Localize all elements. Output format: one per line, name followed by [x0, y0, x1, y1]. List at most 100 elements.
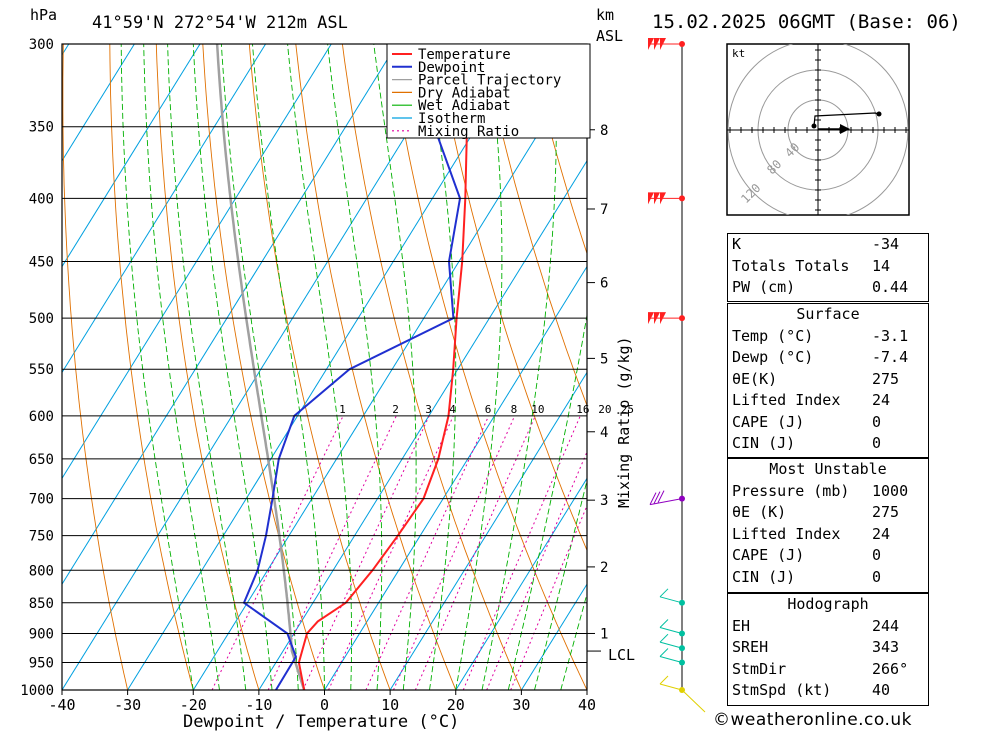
mu-cape-value: 0 — [872, 546, 882, 564]
wind-staff — [659, 626, 683, 634]
wet-adiabat-line — [287, 44, 352, 690]
dry-adiabat-line — [994, 44, 1000, 690]
surface-li-label: Lifted Index — [732, 391, 841, 409]
x-tick-label: -20 — [180, 696, 207, 714]
asl-unit-label: ASL — [596, 27, 623, 45]
hodograph-unit-label: kt — [732, 47, 745, 60]
hodograph-point — [876, 111, 882, 117]
mixing-ratio-line — [211, 415, 344, 690]
hodo-sreh-label: SREH — [732, 638, 769, 656]
wet-adiabat-line — [220, 44, 299, 690]
isotherm-line — [0, 44, 3, 690]
mixing-ratio-value: 16 — [576, 403, 589, 416]
isotherm-line — [62, 44, 201, 268]
wet-adiabat-line — [167, 44, 247, 690]
wind-staff — [649, 498, 683, 506]
legend-entry: Mixing Ratio — [418, 124, 519, 140]
wind-barb-icon — [648, 312, 682, 325]
legend-entry: Temperature — [418, 47, 511, 63]
wind-feather — [659, 648, 669, 657]
surface-panel: Surface Temp (°C) -3.1 Dewp (°C) -7.4 θE(K… — [727, 303, 929, 458]
surface-title: Surface — [796, 305, 860, 323]
mixing-ratio-value: 2 — [392, 403, 399, 416]
mixing-ratio-line — [328, 415, 454, 690]
mu-pressure-label: Pressure (mb) — [732, 481, 850, 500]
temperature-profile-line — [297, 44, 471, 690]
wind-staff — [659, 683, 683, 691]
wind-barb-icon — [659, 633, 683, 649]
hodo-stmspd-label: StmSpd (kt) — [732, 681, 832, 699]
wind-barb-icon — [648, 192, 682, 205]
hodo-stmspd-value: 40 — [872, 681, 891, 699]
surface-theta-label: θE(K) — [732, 369, 778, 388]
storm-motion-arrow-icon — [840, 124, 850, 134]
hodograph-panel: Hodograph EH 244 SREH 343 StmDir 266° StmSp… — [727, 593, 929, 706]
legend-entry: Parcel Trajectory — [418, 73, 561, 89]
isotherm-line — [62, 44, 135, 162]
mu-cape-label: CAPE (J) — [732, 546, 805, 564]
legend-entry: Wet Adiabat — [418, 98, 511, 114]
dry-adiabat-line — [62, 44, 129, 690]
footer-credit[interactable]: ©weatheronline.co.uk — [713, 710, 913, 730]
hodograph-point — [811, 123, 817, 129]
dry-adiabat-line — [295, 44, 457, 690]
hpa-unit-label: hPa — [30, 6, 57, 24]
x-tick-label: 30 — [512, 696, 530, 714]
pressure-tick-label: 1000 — [20, 683, 54, 699]
pressure-tick-label: 300 — [29, 37, 54, 53]
surface-temp-value: -3.1 — [872, 326, 909, 345]
hodo-eh-label: EH — [732, 616, 751, 635]
mixing-ratio-value: 3 — [425, 403, 432, 416]
mixing-ratio-value: 4 — [449, 403, 456, 416]
pressure-tick-label: 600 — [29, 409, 54, 425]
mu-li-value: 24 — [872, 524, 891, 543]
legend-entry: Dry Adiabat — [418, 85, 511, 101]
surface-wind-line — [681, 689, 706, 713]
wind-feather — [659, 633, 669, 643]
wet-adiabat-line — [143, 44, 220, 690]
k-index-label: K — [732, 235, 742, 253]
km-tick-label: 3 — [600, 493, 608, 509]
mu-theta-label: θE (K) — [732, 503, 787, 521]
km-tick-label: 6 — [600, 276, 608, 292]
x-tick-label: -40 — [48, 696, 75, 714]
wet-adiabat-line — [481, 44, 557, 690]
surface-cape-value: 0 — [872, 412, 882, 431]
wind-staff — [659, 596, 683, 604]
surface-li-value: 24 — [872, 391, 891, 409]
mu-cin-value: 0 — [872, 567, 882, 586]
surface-cape-label: CAPE (J) — [732, 412, 805, 431]
pw-row: PW (cm) 0.44 — [728, 277, 928, 299]
wind-barb-icon — [659, 588, 683, 604]
hodo-stmdir-value: 266° — [872, 659, 909, 678]
mu-pressure-value: 1000 — [872, 481, 909, 500]
pressure-tick-label: 450 — [29, 255, 54, 271]
k-index-row: K -34 — [728, 234, 928, 256]
wind-staff — [659, 655, 683, 663]
wet-adiabat-line — [327, 44, 383, 690]
indices-panel: K -34 Totals Totals 14 PW (cm) 0.44 — [727, 233, 929, 302]
mixing-ratio-line — [486, 450, 587, 690]
hodo-stmdir-label: StmDir — [732, 659, 787, 678]
wind-feather — [657, 490, 665, 503]
wet-adiabat-line — [192, 44, 273, 690]
pw-value: 0.44 — [872, 278, 909, 296]
hodo-eh-value: 244 — [872, 616, 900, 635]
isotherm-line — [127, 44, 529, 690]
pressure-tick-label: 500 — [29, 311, 54, 327]
mu-li-label: Lifted Index — [732, 524, 841, 543]
wind-staff — [659, 641, 683, 649]
x-tick-label: 0 — [320, 696, 329, 714]
most-unstable-panel: Most Unstable Pressure (mb) 1000 θE (K) 27… — [727, 458, 929, 593]
pressure-tick-label: 350 — [29, 120, 54, 136]
dry-adiabat-line — [481, 44, 587, 407]
surface-dewp-label: Dewp (°C) — [732, 348, 814, 366]
x-tick-label: 10 — [381, 696, 399, 714]
wind-feather — [649, 492, 657, 505]
surface-theta-value: 275 — [872, 369, 900, 388]
pressure-tick-label: 650 — [29, 452, 54, 468]
isotherm-line — [62, 44, 267, 374]
parcel-trajectory-line — [215, 44, 306, 690]
wind-barb-icon — [659, 675, 683, 691]
